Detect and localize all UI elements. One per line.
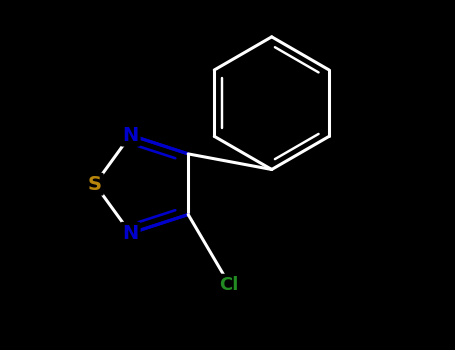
Text: N: N <box>122 126 139 145</box>
Text: S: S <box>88 175 102 194</box>
Text: N: N <box>122 224 139 243</box>
Text: Cl: Cl <box>219 275 238 294</box>
